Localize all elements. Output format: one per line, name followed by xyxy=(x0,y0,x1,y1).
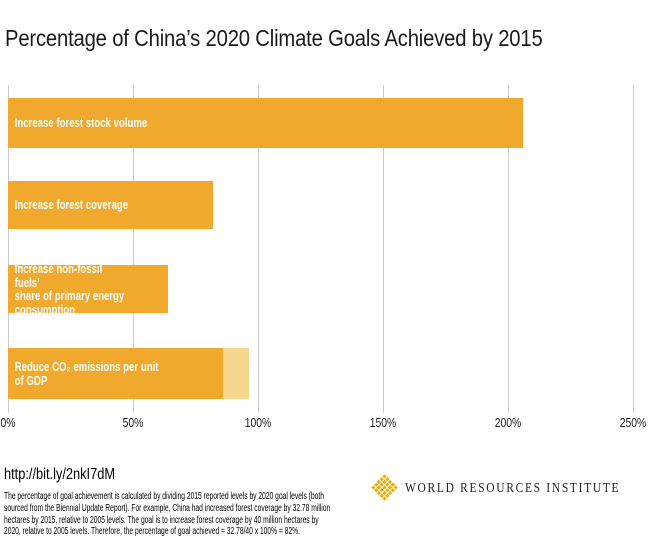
x-axis-tick-label: 50% xyxy=(122,415,144,430)
chart-title: Percentage of China’s 2020 Climate Goals… xyxy=(5,25,543,51)
x-gridline xyxy=(633,85,634,413)
bar-chart: Increase forest stock volume Increase for… xyxy=(8,85,634,413)
x-gridline xyxy=(8,85,9,413)
x-axis-tick-label: 200% xyxy=(494,415,522,430)
methodology-footnote: The percentage of goal achievement is ca… xyxy=(4,491,331,538)
x-gridline xyxy=(133,85,134,413)
bar: Increase non-fossil fuels’ share of prim… xyxy=(8,261,168,317)
x-axis-tick-label: 100% xyxy=(244,415,272,430)
bar: Increase forest coverage xyxy=(8,181,213,229)
x-axis-tick-label: 0% xyxy=(0,415,16,430)
bar-label: Increase forest coverage xyxy=(14,197,129,213)
bar-goal-range-segment xyxy=(223,348,249,399)
bar-label: Reduce CO₂ emissions per unit of GDP xyxy=(14,359,159,388)
x-gridline xyxy=(383,85,384,413)
wri-wordmark: WORLD RESOURCES INSTITUTE xyxy=(405,479,621,495)
x-gridline xyxy=(258,85,259,413)
source-link[interactable]: http://bit.ly/2nkI7dM xyxy=(4,466,115,483)
bar-label: Increase non-fossil fuels’ share of prim… xyxy=(14,261,125,317)
x-axis-tick-label: 250% xyxy=(619,415,647,430)
bar-label: Increase forest stock volume xyxy=(14,115,148,131)
x-axis-tick-label: 150% xyxy=(369,415,397,430)
wri-lattice-icon xyxy=(371,474,398,501)
bar: Increase forest stock volume xyxy=(8,98,523,148)
x-gridline xyxy=(508,85,509,413)
bar: Reduce CO₂ emissions per unit of GDP xyxy=(8,348,249,399)
wri-logo: WORLD RESOURCES INSTITUTE xyxy=(371,474,648,501)
